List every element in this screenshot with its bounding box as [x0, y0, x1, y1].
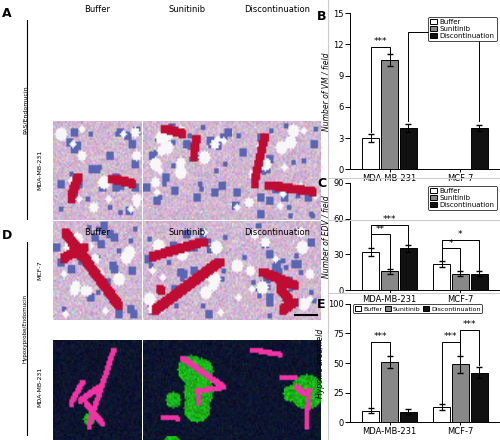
Text: ***: ***: [383, 215, 396, 224]
Bar: [470, 128, 488, 169]
Y-axis label: Number of VM / field: Number of VM / field: [322, 52, 330, 131]
Text: C: C: [317, 177, 326, 190]
Bar: [400, 128, 417, 169]
Text: Hypoxyprobe/Endomucin: Hypoxyprobe/Endomucin: [23, 294, 28, 363]
Bar: [470, 274, 488, 290]
Bar: [362, 252, 380, 290]
Text: ***: ***: [374, 37, 387, 46]
Text: *: *: [442, 22, 446, 31]
Bar: [452, 364, 469, 422]
Text: Sunitinib: Sunitinib: [169, 227, 206, 237]
Text: ***: ***: [444, 332, 458, 341]
Bar: [452, 274, 469, 290]
Text: D: D: [2, 229, 12, 242]
Text: A: A: [2, 7, 12, 20]
Text: Sunitinib: Sunitinib: [169, 5, 206, 15]
Text: MDA-MB-231: MDA-MB-231: [38, 367, 43, 407]
Text: Discontinuation: Discontinuation: [244, 5, 310, 15]
Text: PAS/Endomucin: PAS/Endomucin: [23, 86, 28, 134]
Bar: [381, 271, 398, 290]
Text: Buffer: Buffer: [84, 227, 110, 237]
Bar: [433, 407, 450, 422]
Text: Discontinuation: Discontinuation: [244, 227, 310, 237]
Legend: Buffer, Sunitinib, Discontinuation: Buffer, Sunitinib, Discontinuation: [428, 186, 496, 210]
Text: ***: ***: [463, 320, 476, 329]
Text: ***: ***: [374, 332, 387, 341]
Bar: [400, 412, 417, 422]
Bar: [362, 411, 380, 422]
Text: *: *: [448, 239, 453, 248]
Text: Buffer: Buffer: [84, 5, 110, 15]
Text: E: E: [317, 297, 326, 311]
Bar: [381, 362, 398, 422]
Bar: [400, 249, 417, 290]
Text: B: B: [317, 10, 326, 23]
Text: **: **: [376, 224, 384, 234]
Bar: [433, 264, 450, 290]
Bar: [362, 138, 380, 169]
Text: MDA-MB-231: MDA-MB-231: [38, 150, 43, 190]
Bar: [381, 60, 398, 169]
Text: MCF-7: MCF-7: [38, 260, 43, 280]
Legend: Buffer, Sunitinib, Discontinuation: Buffer, Sunitinib, Discontinuation: [428, 17, 496, 41]
Legend: Buffer, Sunitinib, Discontinuation: Buffer, Sunitinib, Discontinuation: [353, 304, 482, 313]
Bar: [470, 373, 488, 422]
Text: *: *: [458, 231, 462, 239]
Y-axis label: Number of EDV / field: Number of EDV / field: [322, 195, 330, 278]
Y-axis label: Hypoxic area/field: Hypoxic area/field: [316, 328, 325, 398]
